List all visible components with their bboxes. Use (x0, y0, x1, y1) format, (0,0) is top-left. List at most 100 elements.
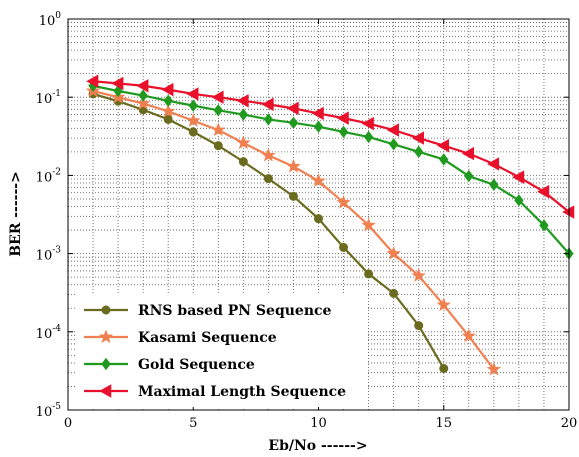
data-point (86, 74, 99, 88)
x-tick-label: 0 (64, 416, 72, 431)
data-point (411, 268, 426, 282)
data-point (186, 87, 199, 101)
data-point (336, 111, 349, 125)
data-point (339, 242, 349, 252)
legend-label: Kasami Sequence (138, 330, 277, 346)
data-point (461, 146, 475, 161)
y-axis-title: BER ------> (8, 171, 24, 257)
data-point (161, 82, 174, 97)
data-point (461, 328, 476, 343)
data-point (163, 114, 173, 124)
data-point (389, 138, 399, 151)
x-tick-label: 20 (561, 416, 578, 431)
legend-marker (98, 329, 114, 344)
data-point (263, 113, 274, 126)
y-tick-label: 10-3 (36, 246, 62, 264)
data-point (364, 269, 374, 279)
data-point (363, 130, 374, 144)
data-point (211, 122, 226, 137)
y-tick-label: 100 (39, 11, 62, 29)
data-point (188, 99, 198, 112)
data-point (135, 95, 151, 110)
data-point (161, 103, 176, 118)
data-point (286, 101, 299, 116)
data-point (486, 361, 502, 376)
y-tick-label: 10-4 (36, 324, 62, 342)
data-point (487, 157, 500, 171)
legend-box (77, 293, 367, 407)
data-point (288, 191, 298, 201)
data-point (439, 153, 449, 166)
data-point (286, 158, 301, 173)
legend-label: Maximal Length Sequence (138, 384, 346, 400)
legend-item: RNS based PN Sequence (84, 303, 332, 319)
legend-item: Gold Sequence (84, 357, 255, 373)
data-point (211, 90, 224, 104)
data-point (263, 174, 273, 184)
series-gold-sequence (88, 79, 574, 260)
legend-label: RNS based PN Sequence (138, 303, 332, 319)
data-point (311, 173, 326, 188)
data-point (261, 147, 276, 162)
data-point (361, 217, 376, 232)
x-tick-label: 15 (435, 416, 452, 431)
legend: RNS based PN Sequence Kasami Sequence Gold… (77, 293, 367, 407)
data-point (512, 170, 525, 184)
series-line (92, 84, 570, 255)
data-point (414, 145, 424, 159)
data-point (111, 76, 124, 91)
legend-item: Maximal Length Sequence (84, 384, 346, 400)
legend-marker (101, 305, 111, 315)
data-point (313, 214, 323, 224)
data-point (261, 97, 274, 112)
data-point (414, 321, 424, 331)
legend-marker (99, 384, 112, 398)
data-point (136, 79, 149, 93)
data-point (336, 194, 351, 209)
series-layer (85, 74, 575, 376)
y-tick-label: 10-5 (36, 402, 62, 420)
data-point (439, 363, 449, 373)
data-point (213, 104, 223, 117)
x-axis-title: Eb/No ------> (268, 438, 367, 454)
data-point (389, 288, 399, 298)
data-point (539, 219, 549, 232)
series-maximal-length-sequence (86, 74, 575, 219)
data-point (213, 141, 223, 151)
data-point (163, 94, 173, 107)
legend-items: RNS based PN Sequence Kasami Sequence Gold… (84, 303, 346, 400)
legend-label: Gold Sequence (138, 357, 255, 373)
data-point (236, 94, 249, 108)
y-tick-label: 10-1 (36, 89, 61, 107)
data-point (311, 106, 324, 121)
data-point (386, 246, 401, 260)
data-point (436, 138, 450, 153)
data-point (288, 116, 299, 130)
data-point (361, 116, 374, 131)
x-axis: 0 5 10 15 20 (64, 19, 577, 431)
data-point (188, 127, 198, 137)
y-axis: 100 10-1 10-2 10-3 10-4 10-5 (36, 11, 569, 420)
data-point (386, 123, 399, 137)
data-point (537, 184, 550, 199)
data-point (236, 135, 251, 150)
data-point (411, 131, 424, 145)
y-tick-label: 10-2 (36, 167, 61, 185)
data-point (514, 194, 524, 207)
data-point (489, 178, 499, 191)
data-point (562, 205, 575, 219)
data-point (436, 297, 451, 312)
x-tick-label: 10 (310, 416, 327, 431)
data-point (338, 125, 349, 139)
data-point (113, 84, 123, 98)
x-tick-label: 5 (189, 416, 197, 431)
data-point (464, 169, 474, 183)
data-point (238, 157, 248, 167)
legend-item: Kasami Sequence (84, 329, 277, 346)
data-point (186, 113, 201, 127)
legend-marker (101, 357, 111, 371)
data-point (138, 89, 148, 102)
data-point (313, 120, 324, 133)
data-point (238, 108, 248, 121)
